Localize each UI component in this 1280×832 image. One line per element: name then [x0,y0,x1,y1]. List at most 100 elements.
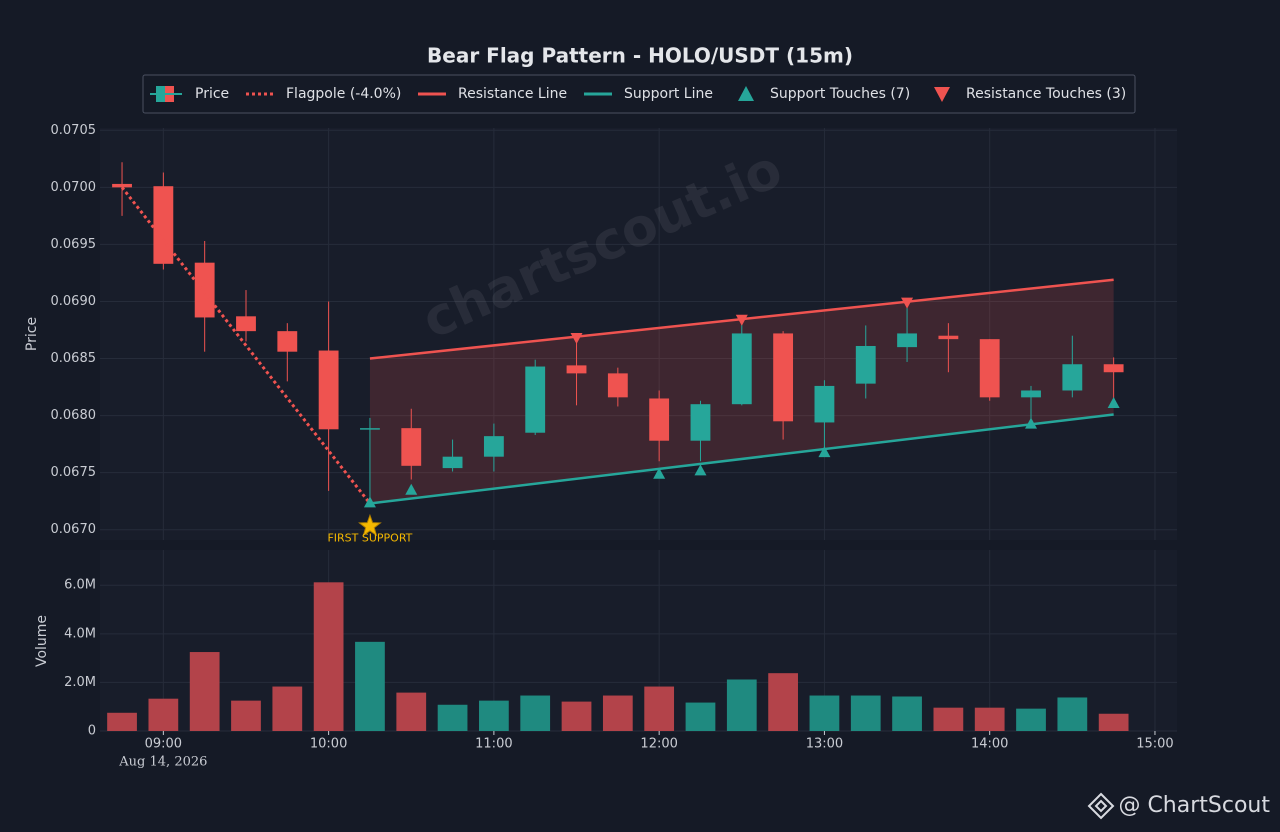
touch-marker [1025,417,1038,429]
candle-body [1062,364,1083,391]
touch-marker [405,483,418,495]
volume-bar [1016,708,1046,731]
volume-bar [685,702,716,731]
candle-body [194,262,215,318]
candle-body [318,350,339,430]
touch-marker [570,332,583,344]
volume-bar [974,707,1005,731]
x-tick-label: 10:00 [310,737,347,752]
candle-body [525,366,546,433]
legend-item: Support Touches (7) [738,86,910,102]
legend-item: Resistance Touches (3) [934,86,1126,102]
y-tick-label: 0.0705 [51,123,97,138]
y-tick-label: 2.0M [64,675,96,690]
volume-bar [396,692,427,731]
y-tick-label: 0.0685 [51,351,97,366]
candle-body [938,335,959,340]
annotation-star [358,513,382,537]
volume-bar [520,695,551,731]
legend-item: Flagpole (-4.0%) [246,86,401,102]
x-tick-label: 11:00 [475,737,512,752]
candle-body [731,333,752,405]
candle-body [690,404,711,441]
legend-label: Flagpole (-4.0%) [286,86,401,102]
touch-marker [818,446,831,458]
footer: @ ChartScout [1118,793,1270,818]
candle-body [401,428,422,466]
line-solid [369,413,1114,505]
volume-bar [1057,697,1088,731]
volume-bar [148,698,179,731]
candle-body [153,186,174,264]
legend-item: Resistance Line [418,86,567,102]
legend-label: Resistance Line [458,86,567,102]
y-tick-label: 6.0M [64,578,96,593]
volume-bar [933,707,964,731]
legend-label: Resistance Touches (3) [966,86,1126,102]
volume-bar [231,700,261,731]
volume-bar [644,686,675,731]
candle-body [277,331,298,352]
y-tick-label: 0.0690 [51,294,97,309]
volume-bar [313,582,344,731]
x-tick-label: 09:00 [145,737,182,752]
volume-panel [100,550,1177,731]
y-tick-label: 0.0680 [51,408,97,423]
volume-bar [809,695,840,731]
candle-body [1021,390,1041,398]
candle-body [360,428,380,430]
logo-diamond [1094,799,1108,813]
candle-body [814,385,835,423]
candle-body [442,456,463,469]
line-dotted [120,186,372,505]
touch-marker [653,467,666,479]
x-tick-label: 12:00 [640,737,677,752]
candle-body [566,365,587,374]
candle-body [979,339,1000,398]
volume-bar [189,652,220,731]
volume-bar [272,686,303,731]
legend-label: Support Touches (7) [770,86,910,102]
touch-marker [363,496,376,508]
volume-bar [892,696,922,731]
candle-body [897,333,917,348]
legend-swatch [738,86,754,101]
touch-marker [901,297,914,309]
volume-bar [355,641,385,731]
legend-label: Price [195,86,229,102]
candle-body [1103,364,1124,373]
volume-bar [768,673,798,731]
touch-marker [1107,397,1120,409]
candle-body [607,373,628,398]
y-axis-label: Volume [34,615,50,667]
x-tick-label: 15:00 [1136,737,1173,752]
volume-bar [602,695,633,731]
logo-diamond [1087,792,1115,820]
y-tick-label: 4.0M [64,626,96,641]
volume-bar [437,704,468,731]
candle-body [649,398,670,441]
annotation-label: FIRST SUPPORT [327,531,412,544]
candle-body [483,436,504,457]
y-tick-label: 0.0670 [51,522,97,537]
y-tick-label: 0.0695 [51,237,97,252]
chart-title: Bear Flag Pattern - HOLO/USDT (15m) [427,44,853,68]
candle-body [773,333,794,422]
y-axis-label: Price [24,317,40,351]
candle-body [112,183,132,188]
y-tick-label: 0 [88,724,96,739]
candle-body [236,316,256,332]
y-tick-label: 0.0700 [51,180,97,195]
volume-bar [561,701,592,731]
volume-bar [479,700,509,731]
volume-bar [1098,713,1129,731]
candle-body [855,345,876,384]
legend-item: Support Line [584,86,713,102]
legend-swatch [934,87,950,102]
legend-box [142,74,1136,114]
touch-marker [694,464,707,476]
x-tick-label: 13:00 [806,737,843,752]
x-tick-label: 14:00 [971,737,1008,752]
